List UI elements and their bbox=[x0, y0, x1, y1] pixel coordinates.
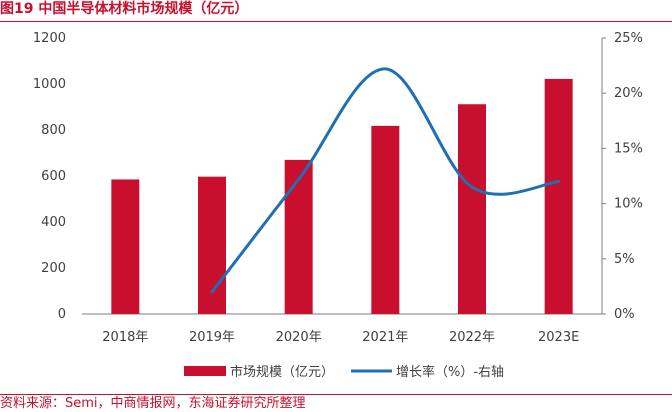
bar-2022年 bbox=[458, 104, 486, 314]
legend-label-line: 增长率（%）-右轴 bbox=[396, 364, 504, 380]
y2-tick-label: 20% bbox=[614, 86, 643, 101]
bar-2018年 bbox=[111, 179, 139, 314]
x-tick-label: 2021年 bbox=[362, 330, 408, 345]
chart-axes bbox=[82, 38, 602, 314]
bar-2021年 bbox=[371, 126, 399, 314]
y-tick-label: 600 bbox=[41, 169, 66, 184]
legend: 市场规模（亿元） 增长率（%）-右轴 bbox=[184, 364, 504, 380]
bar-2020年 bbox=[285, 160, 313, 314]
x-tick-label: 2023E bbox=[538, 330, 579, 345]
x-tick-label: 2020年 bbox=[276, 330, 322, 345]
source-divider bbox=[0, 394, 672, 395]
y-tick-label: 1200 bbox=[33, 31, 66, 46]
legend-label-bar: 市场规模（亿元） bbox=[230, 364, 334, 380]
y-tick-label: 800 bbox=[41, 123, 66, 138]
y2-tick-label: 5% bbox=[614, 252, 635, 267]
bar-2023E bbox=[545, 79, 573, 314]
y2-tick-label: 10% bbox=[614, 197, 643, 212]
y-tick-label: 1000 bbox=[33, 77, 66, 92]
x-tick-label: 2018年 bbox=[102, 330, 148, 345]
y-tick-label: 0 bbox=[58, 307, 66, 322]
y2-tick-label: 0% bbox=[614, 307, 635, 322]
y-tick-labels: 0 200 400 600 800 1000 1200 bbox=[33, 31, 66, 322]
x-tick-label: 2022年 bbox=[449, 330, 495, 345]
source-note: 资料来源：Semi，中商情报网，东海证券研究所整理 bbox=[0, 396, 306, 412]
bar-series bbox=[111, 79, 572, 314]
y-tick-label: 200 bbox=[41, 261, 66, 276]
legend-swatch-bar bbox=[184, 366, 226, 376]
y2-tick-label: 25% bbox=[614, 31, 643, 46]
x-tick-labels: 2018年 2019年 2020年 2021年 2022年 2023E bbox=[102, 330, 579, 345]
y2-tick-label: 15% bbox=[614, 141, 643, 156]
y2-tick-labels: 0% 5% 10% 15% 20% 25% bbox=[602, 31, 643, 322]
x-tick-label: 2019年 bbox=[189, 330, 235, 345]
y-tick-label: 400 bbox=[41, 215, 66, 230]
